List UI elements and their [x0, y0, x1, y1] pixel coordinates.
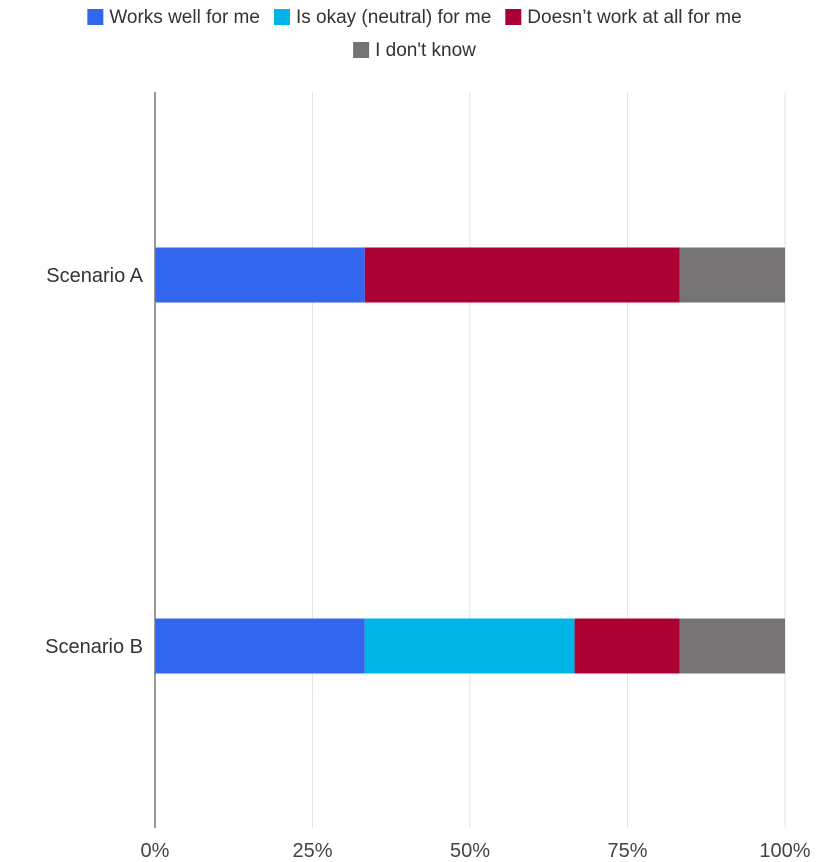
- category-labels: Scenario A Scenario B: [45, 265, 143, 658]
- x-tick-label: 75%: [607, 840, 647, 862]
- category-label: Scenario A: [46, 265, 143, 287]
- x-tick-label: 0%: [141, 840, 170, 862]
- legend-label: Doesn’t work at all for me: [527, 7, 741, 28]
- legend-item-doesn-t-work-at-all-for-me: Doesn’t work at all for me: [505, 7, 742, 28]
- bar-scenario-b-i-don-t-know: [679, 618, 785, 674]
- x-tick-labels: 0% 25% 50% 75% 100%: [141, 840, 811, 862]
- legend: Works well for me Is okay (neutral) for m…: [87, 7, 742, 61]
- legend-label: Works well for me: [109, 7, 260, 28]
- legend-swatch: [87, 9, 104, 25]
- x-tick-label: 100%: [759, 840, 810, 862]
- legend-swatch: [273, 9, 290, 25]
- bar-scenario-b-is-okay-neutral-for-me: [364, 618, 575, 674]
- bar-scenario-b-doesn-t-work-at-all-for-me: [574, 618, 680, 674]
- bar-scenario-a-i-don-t-know: [679, 247, 785, 303]
- bars: [155, 247, 785, 674]
- bar-scenario-a-works-well-for-me: [155, 247, 365, 303]
- legend-item-is-okay-neutral-for-me: Is okay (neutral) for me: [273, 7, 491, 28]
- bar-scenario-b-works-well-for-me: [155, 618, 365, 674]
- legend-swatch: [353, 42, 370, 58]
- gridlines: [312, 92, 786, 828]
- legend-swatch: [505, 9, 522, 25]
- x-tick-label: 50%: [450, 840, 490, 862]
- category-label: Scenario B: [45, 636, 143, 658]
- legend-label: I don't know: [375, 40, 476, 61]
- legend-item-works-well-for-me: Works well for me: [87, 7, 260, 28]
- legend-label: Is okay (neutral) for me: [296, 7, 491, 28]
- x-tick-label: 25%: [292, 840, 332, 862]
- legend-item-i-don-t-know: I don't know: [353, 40, 476, 61]
- bar-scenario-a-doesn-t-work-at-all-for-me: [364, 247, 680, 303]
